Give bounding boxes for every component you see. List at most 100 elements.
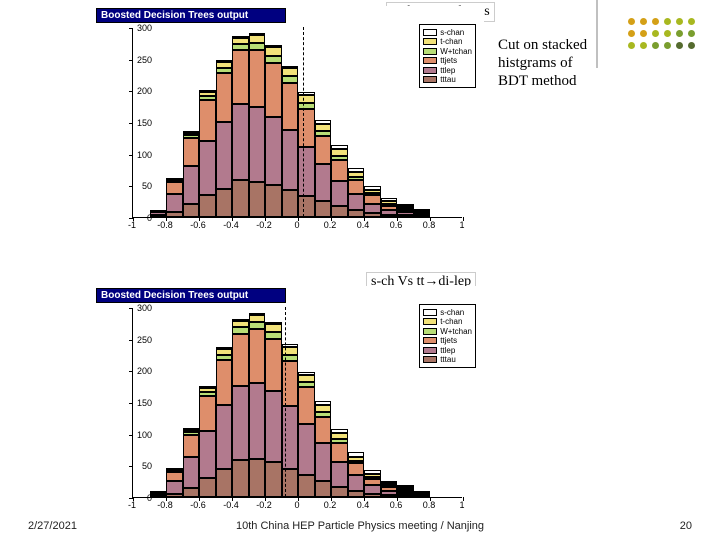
chart2-legend-item: t-chan (423, 317, 472, 326)
chart2-seg-tttau (364, 494, 381, 497)
chart1-seg-tttau (348, 210, 365, 217)
deco-dot (652, 18, 659, 25)
chart1-seg-ttjets (298, 109, 315, 147)
chart2-bar (381, 481, 398, 497)
deco-dot (688, 30, 695, 37)
legend-swatch (423, 328, 437, 335)
chart1-xtick: 0.2 (318, 220, 342, 230)
chart2-legend-item: tttau (423, 355, 472, 364)
chart2-seg-ttjets (199, 396, 216, 431)
footer-page: 20 (680, 520, 692, 532)
chart1-seg-tttau (298, 196, 315, 217)
chart1-xtick: -0.4 (219, 220, 243, 230)
chart2-seg-t_chan (249, 315, 266, 323)
deco-dot (664, 30, 671, 37)
chart2-seg-ttlep (216, 405, 233, 468)
chart1-ytick: 300 (122, 23, 152, 33)
chart1-seg-ttjets (265, 63, 282, 117)
slide-footer: 2/27/2021 20 10th China HEP Particle Phy… (0, 520, 720, 532)
deco-dot (640, 30, 647, 37)
chart1-seg-ttlep (216, 122, 233, 189)
chart2-seg-t_chan (265, 324, 282, 332)
chart1-seg-ttlep (199, 141, 216, 195)
chart1-seg-ttjets (249, 50, 266, 107)
chart1-seg-ttlep (348, 194, 365, 210)
chart1-seg-ttlep (183, 166, 200, 204)
legend-label: t-chan (440, 37, 462, 46)
chart2-seg-ttjets (348, 463, 365, 474)
chart1-seg-tttau (216, 189, 233, 218)
chart2-bar (216, 347, 233, 497)
legend-swatch (423, 57, 437, 64)
chart2-seg-tttau (199, 478, 216, 497)
chart2-xtick: 0.2 (318, 500, 342, 510)
chart2-legend-item: W+tchan (423, 327, 472, 336)
legend-label: ttlep (440, 346, 455, 355)
chart1-bar (348, 168, 365, 217)
chart1-cut-line (303, 27, 304, 217)
legend-label: ttjets (440, 336, 457, 345)
chart2-seg-tttau (265, 462, 282, 497)
chart1-seg-ttlep (364, 204, 381, 214)
chart1-seg-ttjets (216, 73, 233, 122)
chart1-seg-t_chan (249, 35, 266, 43)
chart1-bar (216, 60, 233, 217)
deco-dot (664, 42, 671, 49)
chart1-bar (364, 186, 381, 217)
chart1-seg-ttlep (315, 164, 332, 201)
legend-swatch (423, 48, 437, 55)
deco-dot (640, 42, 647, 49)
chart2-seg-tttau (298, 475, 315, 497)
chart2-seg-ttjets (232, 334, 249, 386)
chart2-seg-ttlep (348, 475, 365, 491)
legend-swatch (423, 38, 437, 45)
chart2-xtick: -0.8 (153, 500, 177, 510)
chart2-seg-tttau (315, 481, 332, 497)
chart1-seg-tttau (249, 182, 266, 217)
chart1-bar (265, 45, 282, 217)
chart1-xtick: 1 (450, 220, 474, 230)
chart2-bar (183, 428, 200, 497)
chart2-xtick: 0.6 (384, 500, 408, 510)
chart2-seg-tttau (331, 487, 348, 497)
chart1-seg-ttjets (232, 50, 249, 104)
chart2-xtick: 0.4 (351, 500, 375, 510)
deco-dot (628, 42, 635, 49)
chart1-xtick: -0.8 (153, 220, 177, 230)
chart2-seg-ttjets (331, 443, 348, 462)
deco-dot (640, 18, 647, 25)
deco-dot (664, 18, 671, 25)
chart1-bar (282, 66, 299, 217)
chart2-xtick: -1 (120, 500, 144, 510)
chart1-ytick: 200 (122, 86, 152, 96)
chart2-ytick: 100 (122, 430, 152, 440)
chart1-legend-item: t-chan (423, 37, 472, 46)
chart2-seg-ttjets (216, 360, 233, 406)
chart2-seg-tttau (249, 459, 266, 497)
chart2-xtick: -0.2 (252, 500, 276, 510)
legend-swatch (423, 67, 437, 74)
chart1-legend-item: W+tchan (423, 47, 472, 56)
chart2-bar (265, 322, 282, 497)
chart2-seg-tttau (348, 491, 365, 497)
chart2-seg-ttjets (265, 339, 282, 391)
chart1-seg-ttjets (166, 182, 183, 195)
deco-dot (628, 18, 635, 25)
chart1-bar (232, 36, 249, 217)
legend-label: W+tchan (440, 327, 472, 336)
footer-center: 10th China HEP Particle Physics meeting … (236, 520, 484, 532)
chart2-seg-ttjets (183, 435, 200, 457)
chart1-seg-ttjets (199, 100, 216, 141)
chart2-xtick: -0.4 (219, 500, 243, 510)
chart1-seg-t_chan (315, 124, 332, 131)
chart2-seg-ttjets (249, 329, 266, 383)
chart1-xtick: 0 (285, 220, 309, 230)
chart2-seg-ttlep (265, 391, 282, 462)
chart1-seg-ttlep (298, 147, 315, 196)
chart2-seg-tttau (166, 494, 183, 497)
chart1-xtick: -1 (120, 220, 144, 230)
chart1-seg-tttau (166, 212, 183, 217)
chart2-title: Boosted Decision Trees output (96, 288, 286, 303)
chart1-seg-tttau (331, 206, 348, 217)
chart1-bar (298, 92, 315, 217)
